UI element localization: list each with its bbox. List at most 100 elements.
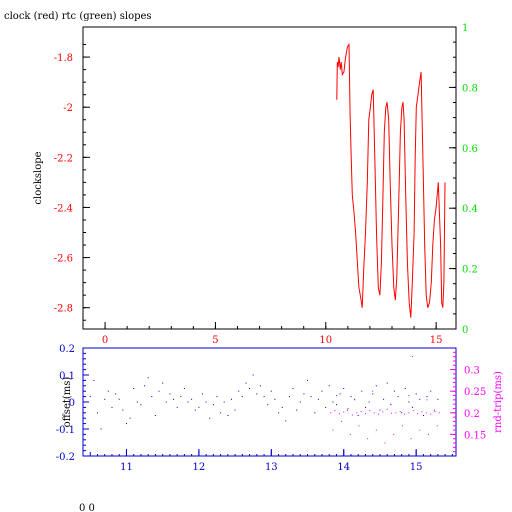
roundtrip-point	[426, 399, 428, 401]
offset-point	[267, 404, 269, 406]
offset-point	[234, 409, 236, 411]
offset-point	[365, 406, 366, 408]
roundtrip-point	[343, 411, 345, 413]
offset-point	[325, 406, 327, 408]
offset-point	[346, 409, 348, 411]
offset-point	[249, 388, 251, 389]
roundtrip-point	[349, 433, 351, 435]
offset-point	[256, 393, 258, 395]
roundtrip-point	[384, 442, 386, 444]
offset-point	[169, 393, 171, 395]
offset-point	[386, 382, 388, 384]
roundtrip-point	[373, 412, 375, 414]
roundtrip-point	[438, 412, 440, 414]
offset-point	[317, 398, 319, 400]
roundtrip-point	[375, 429, 377, 431]
roundtrip-point	[330, 412, 332, 414]
offset-point	[339, 393, 341, 395]
bottom-x-tick-label: 11	[120, 462, 133, 473]
offset-point	[393, 390, 395, 392]
offset-point	[288, 396, 290, 398]
offset-point	[220, 412, 222, 414]
offset-point	[151, 396, 153, 398]
bottom-y2-tick-label: 0.15	[464, 430, 486, 441]
offset-point	[158, 390, 160, 392]
offset-point	[426, 396, 428, 398]
top-y-tick-label: -2.6	[54, 254, 73, 265]
top-y2-tick-label: 1	[462, 23, 468, 34]
roundtrip-point	[393, 433, 395, 435]
offset-point	[93, 379, 95, 381]
offset-point	[176, 406, 178, 408]
bottom-y-tick-label: 0	[69, 398, 75, 409]
roundtrip-point	[421, 411, 423, 413]
offset-point	[383, 398, 385, 400]
offset-point	[115, 393, 117, 395]
offset-point	[140, 404, 142, 406]
offset-point	[187, 401, 189, 403]
top-y2-tick-label: 0.6	[462, 144, 478, 155]
roundtrip-point	[430, 413, 432, 415]
offset-point	[437, 398, 439, 400]
offset-point	[238, 390, 240, 392]
roundtrip-point	[338, 413, 340, 415]
offset-point	[259, 385, 261, 387]
offset-point	[173, 398, 174, 400]
offset-point	[209, 417, 211, 419]
bottom-x-tick-label: 14	[337, 462, 350, 473]
offset-point	[361, 390, 363, 392]
clock-slope-line	[336, 42, 446, 318]
offset-point	[281, 406, 283, 408]
roundtrip-point	[401, 425, 403, 427]
roundtrip-point	[360, 411, 362, 412]
offset-point	[118, 398, 120, 400]
offset-point	[299, 401, 301, 403]
roundtrip-point	[395, 412, 397, 414]
offset-point	[111, 406, 113, 408]
offset-point	[252, 374, 254, 376]
offset-point	[154, 415, 156, 416]
roundtrip-point	[382, 411, 384, 413]
offset-point	[310, 396, 312, 398]
roundtrip-point	[390, 403, 392, 405]
offset-point	[191, 398, 193, 400]
roundtrip-point	[428, 433, 429, 435]
offset-point	[245, 382, 247, 384]
offset-point	[419, 398, 421, 400]
roundtrip-point	[369, 410, 371, 412]
offset-point	[408, 401, 410, 403]
roundtrip-point	[412, 410, 414, 412]
offset-point	[350, 396, 352, 398]
offset-point	[321, 390, 323, 392]
bottom-y2-tick-label: 0.25	[464, 387, 486, 398]
offset-point	[104, 398, 106, 400]
top-x-tick-label: 0	[102, 335, 108, 346]
offset-point	[202, 393, 203, 395]
offset-point	[375, 385, 377, 387]
offset-point	[263, 396, 265, 398]
bottom-y2-tick-label: 0.3	[464, 366, 480, 377]
top-y2-tick-label: 0.8	[462, 83, 478, 94]
bottom-plot-frame	[82, 347, 457, 457]
offset-point	[183, 388, 185, 389]
bottom-chart: offset(ms) rnd-trip(ms) 11 12 13 14 15 0.2 0.…	[56, 344, 504, 473]
offset-point	[162, 382, 164, 384]
roundtrip-point	[334, 410, 336, 412]
roundtrip-point	[434, 411, 436, 412]
bottom-y-tick-label: -0.1	[56, 425, 75, 436]
offset-point	[205, 401, 207, 403]
roundtrip-point	[354, 399, 356, 401]
top-y-tick-label: -2	[63, 103, 73, 114]
bottom-y-tick-label: 0.1	[59, 371, 75, 382]
top-ylabel: clockslope	[33, 151, 44, 204]
offset-point	[357, 415, 359, 416]
top-x-tick-label: 5	[212, 335, 218, 346]
offset-point	[89, 396, 91, 398]
roundtrip-point	[332, 429, 334, 431]
roundtrip-point	[419, 429, 421, 431]
offset-point	[165, 401, 167, 403]
roundtrip-point	[412, 356, 413, 358]
top-chart: clockslope 0 5 10 15 -1.8-2-2.2-2.4-2.6-2.8…	[33, 23, 478, 346]
offset-point	[136, 401, 138, 403]
bottom-y2-tick-label: 0.2	[464, 409, 480, 420]
